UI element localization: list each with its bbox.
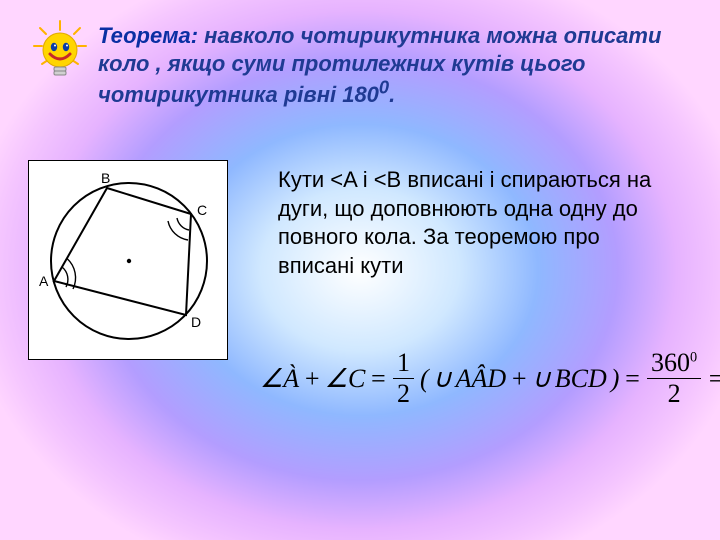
- explanation-text: Кути <A і <B вписані і спираються на дуг…: [278, 166, 678, 280]
- inscribed-quadrilateral-diagram: A B C D: [28, 160, 228, 360]
- arc-abd: AÂD: [456, 364, 507, 394]
- one-half: 1 2: [393, 350, 414, 407]
- theorem-statement: Теорема: навколо чотирикутника можна опи…: [98, 22, 688, 109]
- angle-a: ∠À: [260, 364, 299, 394]
- theorem-label: Теорема:: [98, 23, 198, 48]
- angle-c: ∠C: [325, 364, 366, 394]
- vertex-label-d: D: [191, 314, 201, 330]
- vertex-label-a: A: [39, 273, 49, 289]
- idea-bulb-icon: [28, 18, 92, 82]
- three-sixty-over-two: 3600 2: [647, 350, 701, 407]
- arc-bcd: BCD: [555, 364, 607, 394]
- vertex-label-c: C: [197, 202, 207, 218]
- formula: ∠À + ∠C = 1 2 ( ∪AÂD + ∪BCD ) = 3600 2 =…: [260, 350, 700, 407]
- vertex-label-b: B: [101, 170, 110, 186]
